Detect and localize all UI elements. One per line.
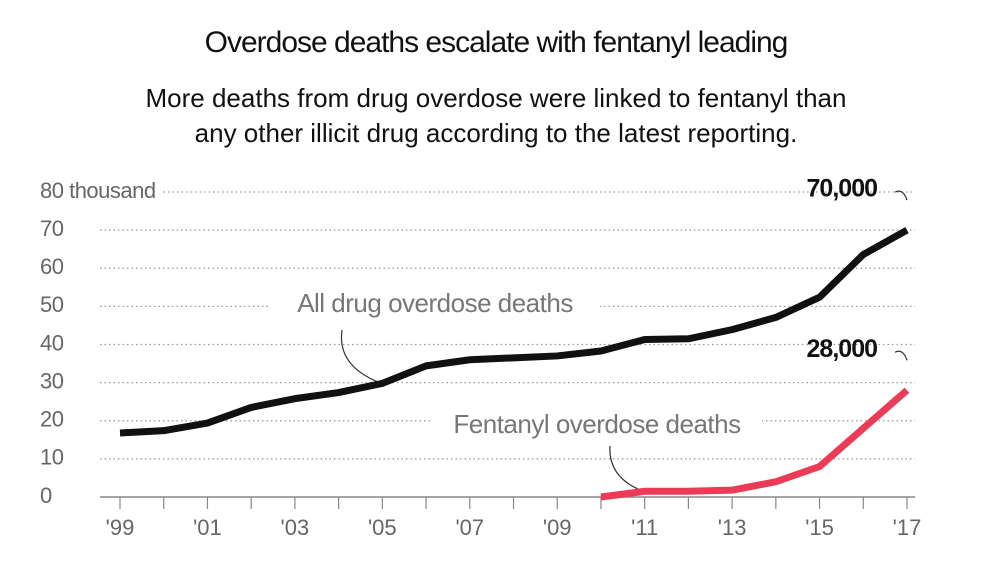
series-label: Fentanyl overdose deaths xyxy=(453,409,741,439)
y-tick-label: 50 xyxy=(40,292,64,317)
chart-title: Overdose deaths escalate with fentanyl l… xyxy=(205,26,788,59)
x-tick-label: '09 xyxy=(543,515,572,540)
x-tick-label: '17 xyxy=(893,515,922,540)
series-label-bg xyxy=(270,289,600,321)
series-label-bg xyxy=(432,410,762,442)
x-tick-label: '99 xyxy=(106,515,135,540)
x-tick-label: '13 xyxy=(718,515,747,540)
y-tick-label: 60 xyxy=(40,254,64,279)
x-tick-label: '05 xyxy=(368,515,397,540)
chart-subtitle: More deaths from drug overdose were link… xyxy=(146,83,847,113)
x-tick-label: '01 xyxy=(193,515,222,540)
x-tick-label: '15 xyxy=(805,515,834,540)
x-tick-label: '07 xyxy=(455,515,484,540)
series-label: All drug overdose deaths xyxy=(297,288,573,318)
y-tick-label: 30 xyxy=(40,368,64,393)
series-line xyxy=(119,227,909,437)
y-tick-label: 0 xyxy=(40,483,52,508)
x-tick-label: '11 xyxy=(631,515,658,540)
chart-subtitle: any other illicit drug according to the … xyxy=(195,118,798,148)
series-line xyxy=(600,387,910,501)
x-tick-label: '03 xyxy=(281,515,310,540)
label-leader xyxy=(894,350,908,361)
y-tick-label: 80 thousand xyxy=(40,178,156,203)
value-label: 28,000 xyxy=(807,335,878,363)
y-tick-label: 40 xyxy=(40,330,64,355)
series-label-leader xyxy=(609,445,641,491)
value-label: 70,000 xyxy=(807,175,878,203)
y-tick-label: 70 xyxy=(40,216,64,241)
y-tick-label: 20 xyxy=(40,407,64,432)
y-tick-label: 10 xyxy=(40,445,64,470)
series-label-leader xyxy=(340,329,379,383)
label-leader xyxy=(894,190,908,201)
